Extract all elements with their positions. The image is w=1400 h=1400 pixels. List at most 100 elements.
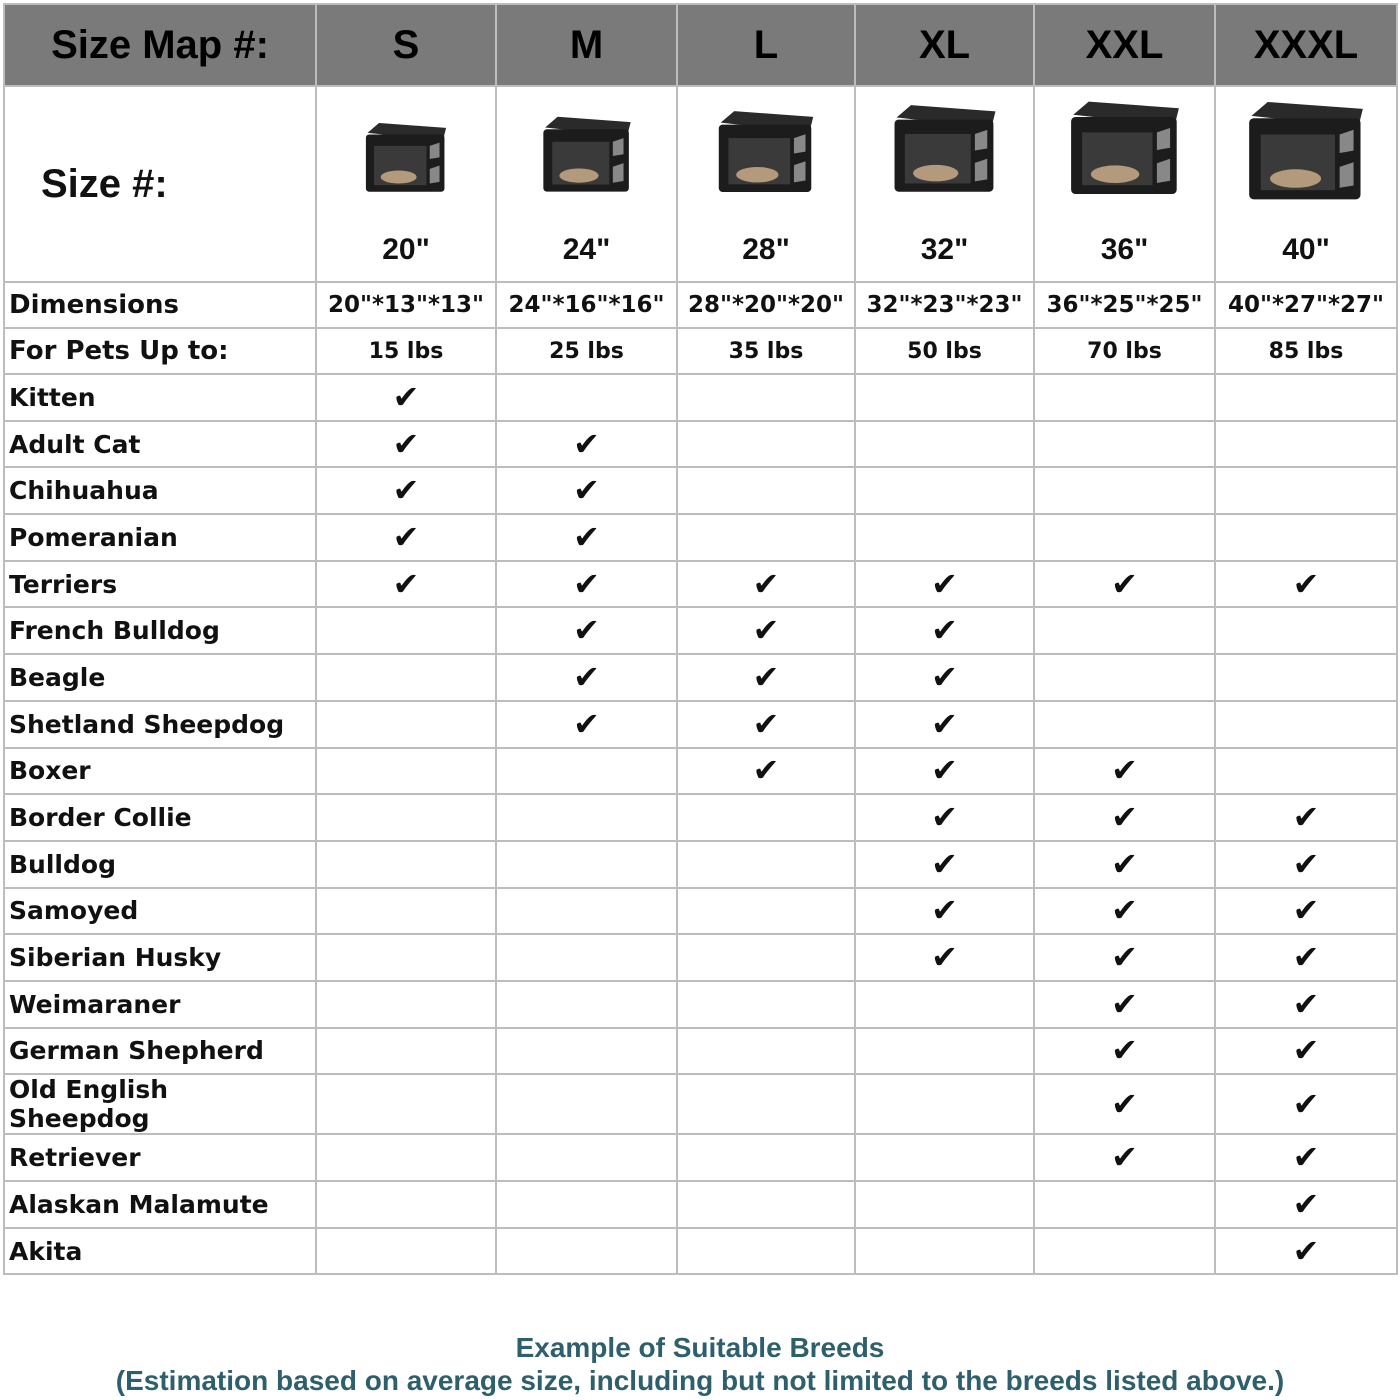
size-inches: 40": [1282, 233, 1330, 266]
fit-cell: [854, 1226, 1035, 1276]
fit-cell: ✔: [1033, 979, 1216, 1029]
fit-cell: ✔: [495, 699, 678, 749]
fit-cell: ✔: [1033, 1133, 1216, 1182]
fit-cell: [676, 419, 856, 469]
breed-row: Alaskan Malamute ✔: [3, 1180, 1398, 1229]
breed-row: Shetland Sheepdog ✔ ✔ ✔: [3, 699, 1398, 749]
breed-name: Pomeranian: [3, 513, 317, 562]
fit-cell: [1033, 466, 1216, 516]
fit-cell: [315, 839, 497, 889]
fit-cell: [676, 466, 856, 516]
check-icon: ✔: [1292, 984, 1320, 1023]
check-icon: ✔: [931, 938, 958, 977]
fit-cell: [1214, 653, 1398, 702]
check-icon: ✔: [392, 424, 420, 463]
footer-title: Example of Suitable Breeds: [515, 1332, 885, 1363]
fit-cell: ✔: [315, 466, 497, 516]
check-icon: ✔: [1292, 1138, 1320, 1177]
check-icon: ✔: [1292, 844, 1320, 883]
dimension-value: 32"*23"*23": [854, 281, 1035, 329]
check-icon: ✔: [1111, 1138, 1138, 1177]
check-icon: ✔: [1292, 938, 1320, 977]
fit-cell: [495, 979, 678, 1029]
check-icon: ✔: [931, 891, 958, 930]
breed-name: Akita: [3, 1226, 317, 1276]
dimensions-label: Dimensions: [3, 281, 317, 329]
fit-cell: [676, 1026, 856, 1076]
breed-name: Old English Sheepdog: [3, 1073, 317, 1136]
fit-cell: [854, 373, 1035, 422]
fit-cell: [1214, 419, 1398, 469]
breed-name: Kitten: [3, 373, 317, 422]
check-icon: ✔: [573, 517, 600, 556]
fit-cell: [854, 1180, 1035, 1229]
size-cell: 20": [315, 85, 497, 283]
breed-name: French Bulldog: [3, 606, 317, 656]
breed-name: Siberian Husky: [3, 933, 317, 982]
fit-cell: [1033, 373, 1216, 422]
fit-cell: ✔: [854, 839, 1035, 889]
breed-row: Border Collie ✔ ✔ ✔: [3, 793, 1398, 842]
pet-crate-image: [1249, 101, 1363, 200]
size-header-l: L: [676, 3, 856, 87]
fit-cell: [495, 1180, 678, 1229]
check-icon: ✔: [752, 564, 780, 603]
fit-cell: [1033, 653, 1216, 702]
fit-cell: [315, 606, 497, 656]
fit-cell: [495, 1133, 678, 1182]
breed-row: Bulldog ✔ ✔ ✔: [3, 839, 1398, 889]
size-header-m: M: [495, 3, 678, 87]
check-icon: ✔: [573, 471, 600, 510]
check-icon: ✔: [1111, 1031, 1138, 1070]
fit-cell: ✔: [676, 699, 856, 749]
check-icon: ✔: [392, 471, 420, 510]
breed-row: German Shepherd ✔ ✔: [3, 1026, 1398, 1076]
size-cell: 28": [676, 85, 856, 283]
fit-cell: ✔: [1214, 793, 1398, 842]
check-icon: ✔: [931, 611, 958, 650]
weight-row: For Pets Up to: 15 lbs 25 lbs 35 lbs 50 lbs 7…: [3, 327, 1398, 375]
fit-cell: ✔: [854, 606, 1035, 656]
fit-cell: [676, 1133, 856, 1182]
fit-cell: ✔: [1033, 559, 1216, 609]
fit-cell: [676, 513, 856, 562]
weight-value: 35 lbs: [676, 327, 856, 375]
fit-cell: [854, 419, 1035, 469]
check-icon: ✔: [752, 657, 780, 696]
dimension-value: 36"*25"*25": [1033, 281, 1216, 329]
dimension-value: 40"*27"*27": [1214, 281, 1398, 329]
breed-row: Adult Cat ✔ ✔: [3, 419, 1398, 469]
fit-cell: [495, 1026, 678, 1076]
fit-cell: ✔: [676, 606, 856, 656]
fit-cell: [495, 933, 678, 982]
breed-row: Akita ✔: [3, 1226, 1398, 1276]
fit-cell: ✔: [1033, 839, 1216, 889]
size-inches: 20": [382, 233, 430, 266]
fit-cell: [315, 746, 497, 796]
check-icon: ✔: [1292, 1184, 1320, 1223]
breed-row: French Bulldog ✔ ✔ ✔: [3, 606, 1398, 656]
fit-cell: [854, 979, 1035, 1029]
fit-cell: ✔: [1033, 1073, 1216, 1136]
fit-cell: [315, 793, 497, 842]
fit-cell: ✔: [1214, 1133, 1398, 1182]
fit-cell: [495, 1073, 678, 1136]
fit-cell: [1033, 1226, 1216, 1276]
fit-cell: [315, 653, 497, 702]
fit-cell: ✔: [854, 559, 1035, 609]
check-icon: ✔: [1111, 891, 1138, 930]
fit-cell: ✔: [676, 653, 856, 702]
check-icon: ✔: [573, 611, 600, 650]
breed-row: Terriers ✔ ✔ ✔ ✔ ✔ ✔: [3, 559, 1398, 609]
check-icon: ✔: [573, 564, 600, 603]
fit-cell: [1033, 606, 1216, 656]
fit-cell: [315, 1026, 497, 1076]
fit-cell: ✔: [495, 419, 678, 469]
fit-cell: [676, 839, 856, 889]
check-icon: ✔: [392, 517, 420, 556]
fit-cell: ✔: [1214, 1073, 1398, 1136]
check-icon: ✔: [1292, 798, 1320, 837]
fit-cell: ✔: [1033, 933, 1216, 982]
fit-cell: [1033, 419, 1216, 469]
fit-cell: [676, 933, 856, 982]
